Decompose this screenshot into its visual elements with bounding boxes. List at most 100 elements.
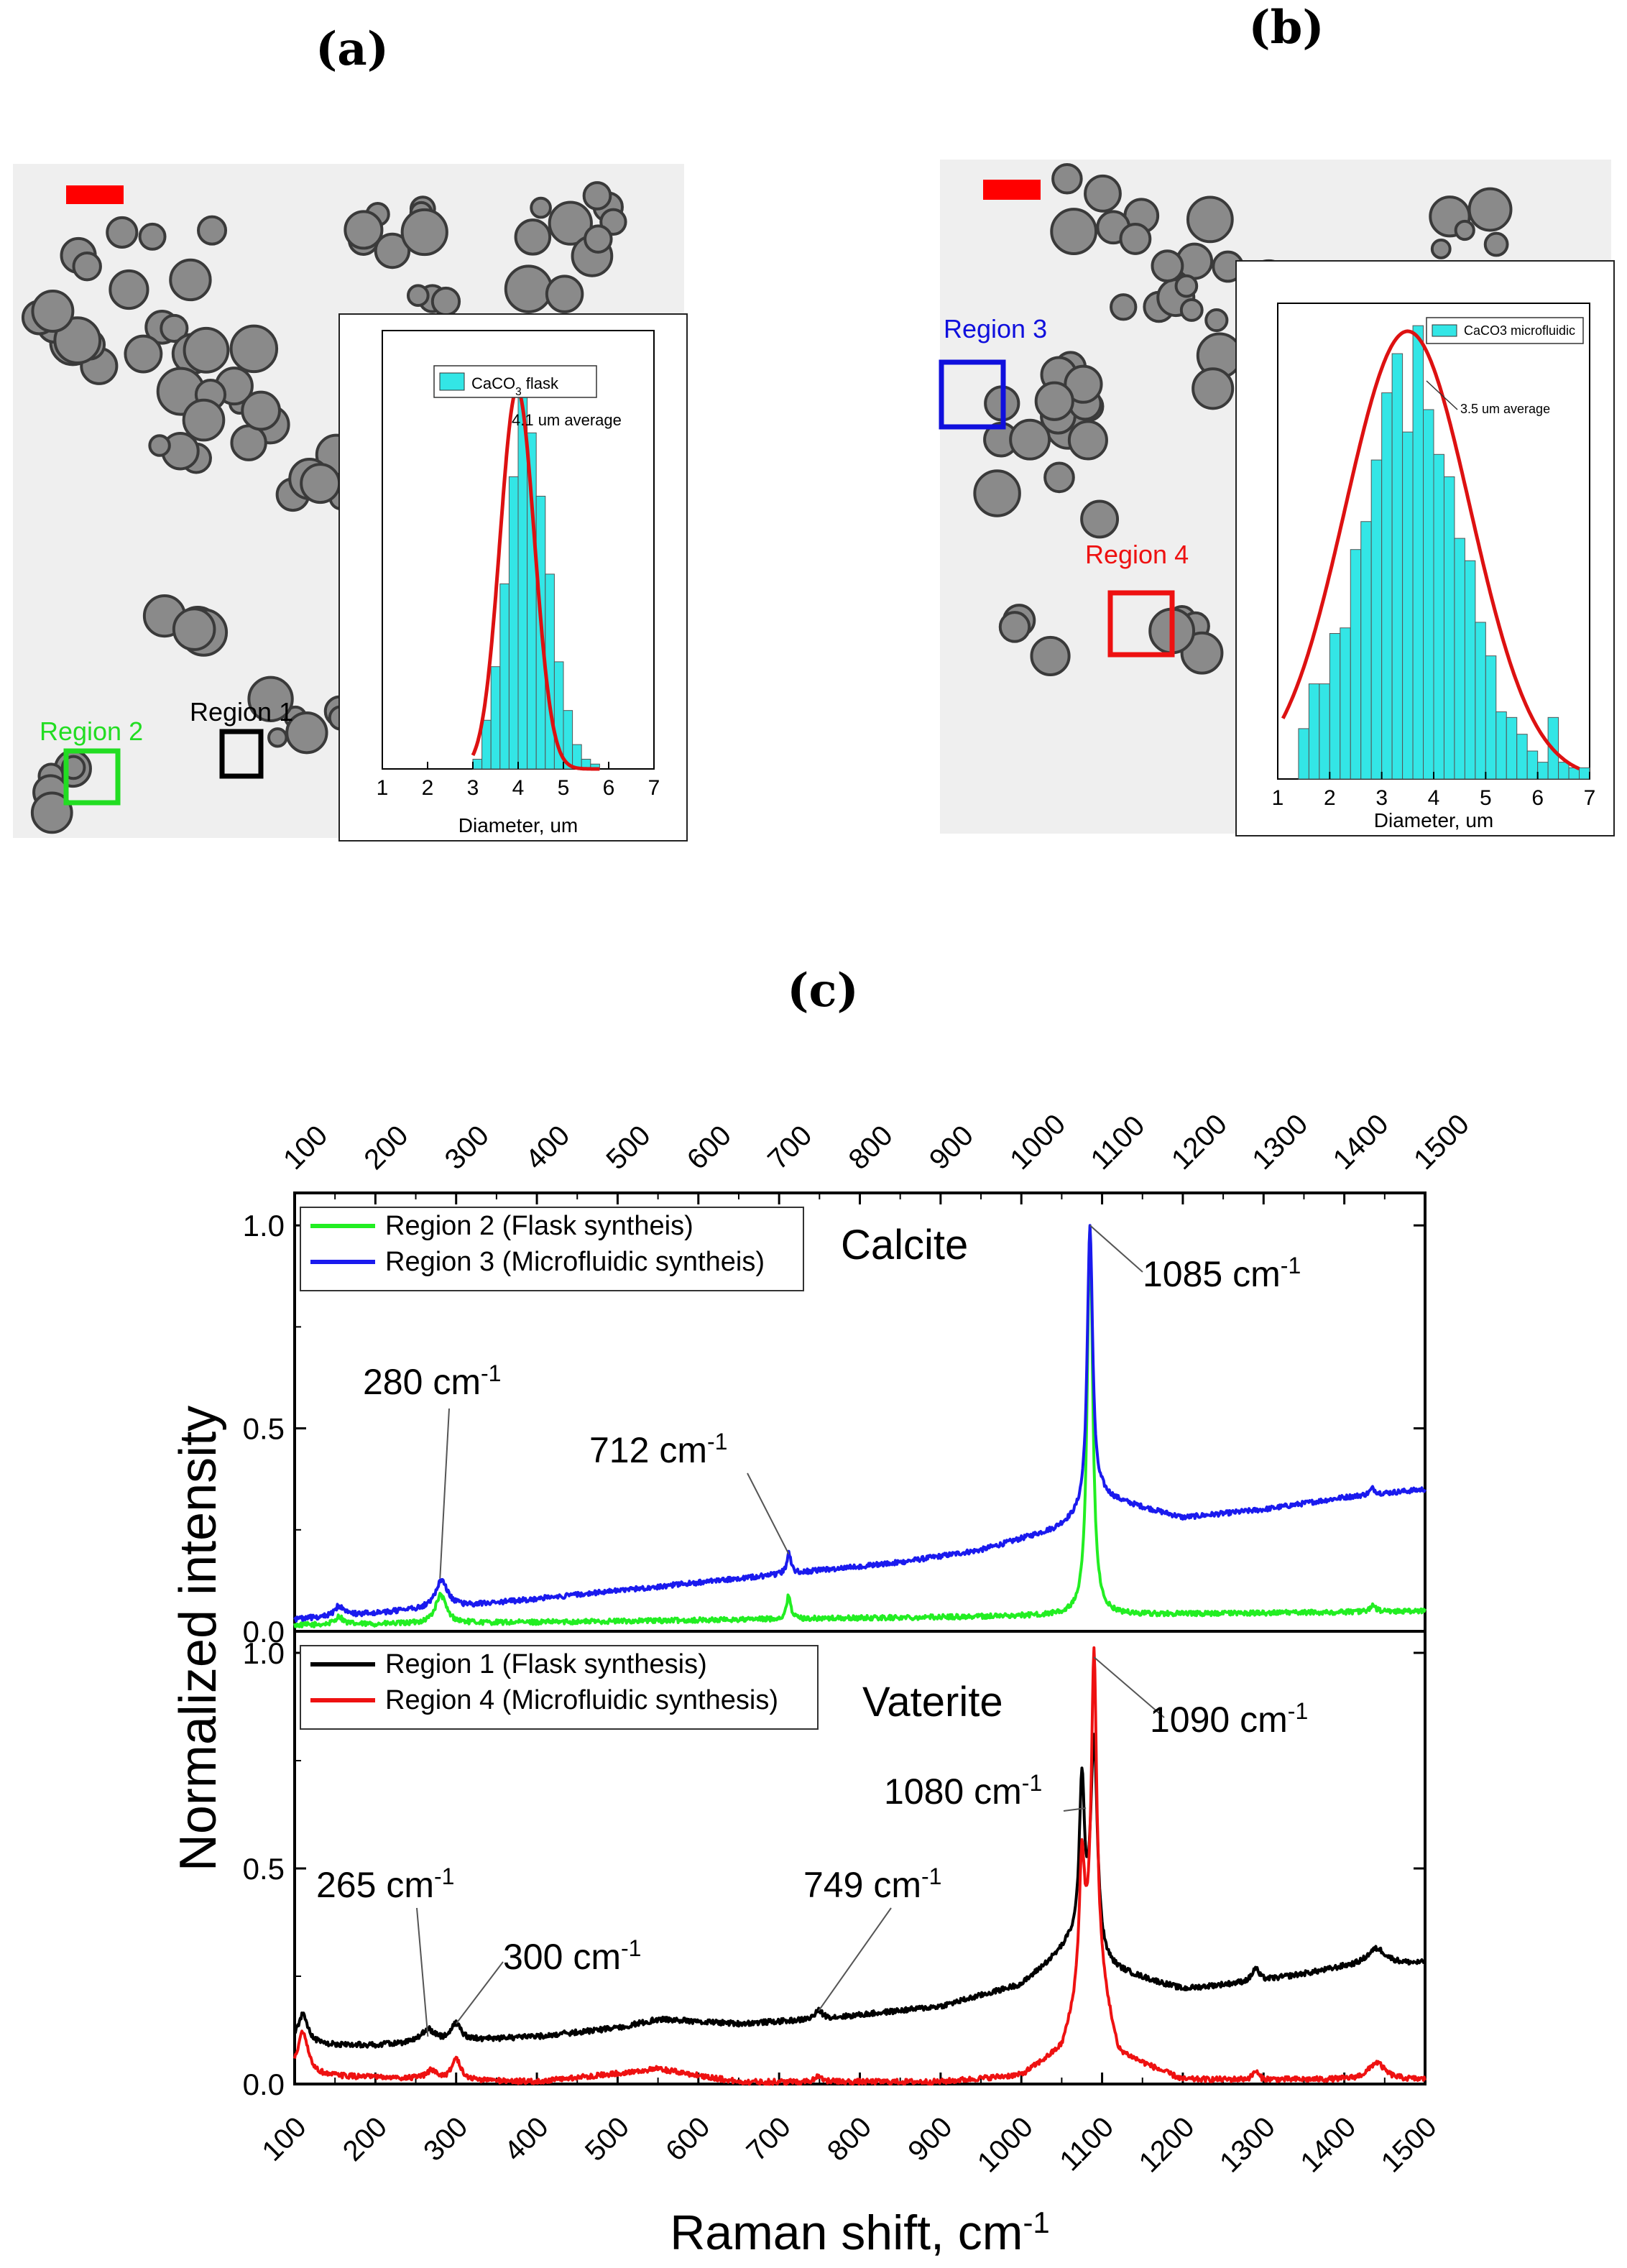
histogram-bar: [481, 719, 492, 770]
particle: [1454, 219, 1475, 241]
peak-annotation: 265 cm-1: [316, 1863, 454, 1905]
particle: [1119, 222, 1152, 255]
peak-leader-line: [1093, 1656, 1165, 1718]
histogram-bar: [1433, 453, 1444, 780]
particle: [1009, 418, 1051, 461]
x-tick-label: 6: [1531, 786, 1544, 810]
x-tick-label-top: 600: [681, 1120, 737, 1176]
x-tick-label: 1: [1272, 786, 1284, 810]
particle: [169, 258, 212, 302]
histogram-bar: [563, 710, 573, 770]
x-tick-label: 7: [648, 776, 660, 800]
peak-annotation: 749 cm-1: [803, 1863, 941, 1905]
x-tick-label: 400: [498, 2111, 554, 2167]
histogram-bar: [1464, 560, 1476, 780]
particle: [1080, 499, 1120, 539]
histogram-bar: [1329, 633, 1341, 780]
particle: [406, 284, 430, 308]
peak-leader-line: [1089, 1225, 1143, 1273]
particle: [72, 251, 102, 282]
histogram-bar: [1516, 734, 1528, 780]
x-axis-label: Raman shift, cm-1: [670, 2205, 1050, 2261]
histogram-bar: [1298, 728, 1309, 780]
histogram-bar: [1443, 476, 1455, 780]
particle: [1084, 174, 1122, 213]
histogram-a: 1 2 3 4 5 6 7 Diameter, um CaCO3 flask 4.1 um ave…: [338, 313, 688, 842]
region-4-box[interactable]: [1107, 590, 1175, 658]
particle: [582, 181, 612, 211]
histogram-bar: [1350, 549, 1362, 780]
legend-label: CaCO3 flask: [471, 374, 559, 398]
legend-label: Region 4 (Microfluidic synthesis): [385, 1685, 778, 1715]
histogram-bar: [1340, 627, 1351, 780]
x-tick-label: 1500: [1375, 2111, 1443, 2179]
particle: [183, 326, 230, 374]
x-tick-label: 1200: [1133, 2111, 1201, 2179]
spectrum-legend: [300, 1207, 804, 1291]
scale-bar-b: [983, 180, 1041, 200]
x-tick-label: 700: [741, 2111, 797, 2167]
histogram-bar: [1537, 762, 1549, 780]
peak-leader-line: [747, 1472, 790, 1555]
histogram-bar: [472, 758, 483, 770]
particle: [584, 224, 613, 254]
particle: [545, 275, 584, 313]
average-annotation: 3.5 um average: [1460, 402, 1550, 416]
panel-title: Vaterite: [862, 1679, 1003, 1725]
spectrum-line: [293, 1225, 1426, 1628]
x-tick-label: 600: [660, 2111, 716, 2167]
x-axis-label: Diameter, um: [458, 814, 579, 836]
particle: [285, 711, 328, 755]
particle: [430, 286, 461, 317]
x-tick-label: 1400: [1294, 2111, 1362, 2179]
legend-label: Region 1 (Flask synthesis): [385, 1649, 707, 1679]
particle: [1110, 293, 1138, 321]
spectrum-line: [293, 1733, 1426, 2049]
particle: [241, 390, 281, 431]
histogram-bar: [1391, 353, 1404, 780]
histogram-bar: [1370, 459, 1383, 780]
histogram-bar: [508, 476, 519, 770]
particle: [1064, 364, 1103, 404]
x-tick-label: 900: [902, 2111, 958, 2167]
y-tick-label: 0.0: [243, 1615, 285, 1649]
region-3-box[interactable]: [939, 359, 1006, 430]
histogram-bar: [1454, 538, 1465, 780]
x-tick-label: 200: [337, 2111, 393, 2167]
particle: [1030, 635, 1071, 676]
raman-chart: 100 100 200 200 300 300 400 400 500 500 600 600 700 7…: [170, 1108, 1475, 2260]
histogram-bar: [1360, 521, 1372, 780]
particle: [1051, 163, 1083, 195]
x-tick-label: 1000: [972, 2111, 1039, 2179]
particle: [998, 611, 1031, 643]
particle: [400, 208, 448, 257]
region-2-box[interactable]: [63, 748, 121, 806]
particle: [148, 434, 171, 457]
legend-swatch: [1432, 324, 1457, 337]
x-tick-label: 4: [1428, 786, 1440, 810]
particle: [1050, 208, 1098, 255]
x-tick-label: 1: [377, 776, 389, 800]
x-tick-label-top: 800: [842, 1120, 898, 1176]
particle: [1483, 231, 1509, 257]
region-1-box[interactable]: [219, 729, 264, 779]
histogram-bar: [499, 583, 510, 770]
peak-annotation: 280 cm-1: [363, 1360, 501, 1402]
particle: [374, 232, 411, 269]
particle: [1174, 274, 1199, 298]
peak-leader-line: [439, 1408, 450, 1579]
x-tick-label: 300: [418, 2111, 474, 2167]
peak-leader-line: [818, 1907, 892, 2011]
particle: [172, 607, 216, 651]
peak-annotation: 712 cm-1: [589, 1429, 727, 1470]
particle: [267, 727, 288, 748]
average-annotation: 4.1 um average: [512, 411, 622, 429]
panel-label-b: (b): [1248, 1, 1324, 55]
x-tick-label: 3: [1375, 786, 1388, 810]
particle: [160, 313, 189, 343]
spectrum-line: [293, 1224, 1426, 1623]
peak-annotation: 300 cm-1: [503, 1935, 641, 1977]
region-4-label: Region 4: [1085, 540, 1189, 569]
x-tick-label: 2: [1324, 786, 1336, 810]
